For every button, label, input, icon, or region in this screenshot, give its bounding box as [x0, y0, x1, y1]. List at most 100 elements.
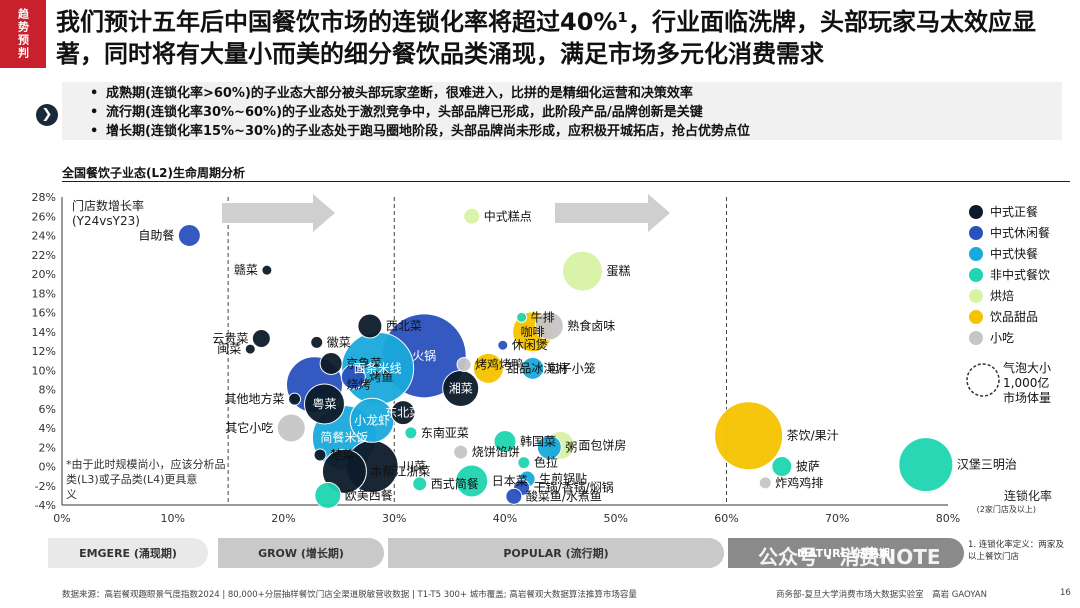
legend-swatch: [969, 247, 983, 261]
bubble-size-legend-label: 市场体量: [1003, 390, 1051, 405]
y-tick-label: 26%: [32, 210, 56, 223]
bubble-label: 京鲁菜: [346, 357, 382, 371]
bubble-label: 川菜: [402, 460, 426, 474]
bubble-label: 韩国菜: [520, 433, 556, 448]
bubble-label: 披萨: [796, 460, 820, 474]
legend-swatch: [969, 331, 983, 345]
stage-emerge: EMGERE (涌现期): [48, 538, 208, 568]
y-tick-label: 4%: [39, 422, 56, 435]
y-tick-label: 18%: [32, 287, 56, 300]
bubble: [314, 481, 342, 509]
legend-label: 中式快餐: [990, 246, 1038, 261]
bubble-label: 包子小笼: [548, 360, 596, 375]
page-number: 16: [1060, 588, 1071, 598]
bubble: [390, 400, 416, 426]
bubble: [536, 434, 562, 460]
section-tag: 趋势预判: [0, 0, 46, 68]
bubble: [310, 335, 324, 349]
bullet-grow: 增长期(连锁化率15%~30%)的子业态处于跑马圈地阶段，头部品牌尚未形成，应积…: [90, 122, 1062, 141]
x-tick-label: 30%: [382, 512, 406, 525]
bubble-label: 咖啡: [521, 324, 545, 339]
bubble: [340, 364, 366, 390]
bubble-label: 欧美西餐: [345, 487, 393, 502]
y-tick-label: 22%: [32, 249, 56, 262]
bubble: [517, 456, 531, 470]
x-tick-label: 80%: [936, 512, 960, 525]
x-tick-label: 0%: [53, 512, 70, 525]
scale-note: *由于此时规模尚小，应该分析品: [66, 457, 226, 471]
x-tick-label: 40%: [493, 512, 517, 525]
bubble-label: 面包饼房: [578, 437, 626, 452]
bubble-label: 日本菜: [492, 474, 528, 488]
bubble-label: 西北菜: [386, 319, 422, 333]
legend-swatch: [969, 205, 983, 219]
bubble-label: 粤菜: [312, 396, 336, 411]
bubble-label: 烤鱼: [369, 369, 393, 384]
title-divider: [62, 181, 1070, 182]
bubble: [404, 426, 418, 440]
bubble: [505, 487, 523, 505]
bubble-label: 汉堡三明治: [957, 457, 1017, 472]
bubble-label: 西式简餐: [431, 476, 479, 491]
y-tick-label: 6%: [39, 403, 56, 416]
bubble: [412, 476, 428, 492]
bubble: [463, 207, 481, 225]
chevron-right-icon: ❯: [36, 104, 58, 126]
y-tick-label: -4%: [35, 499, 56, 512]
bubble-label: 蛋糕: [607, 264, 631, 278]
y-tick-label: 20%: [32, 268, 56, 281]
bubble-label: 面条米线: [354, 361, 402, 375]
bubble-label: 小龙虾: [354, 413, 390, 427]
bubble: [357, 313, 383, 339]
bubble-label: 闽菜: [217, 342, 241, 356]
stage-mature: MATURE (成熟期): [728, 538, 964, 568]
y-tick-label: 12%: [32, 345, 56, 358]
bubble-label: 茶饮/果汁: [787, 428, 839, 443]
legend-swatch: [969, 226, 983, 240]
bubble-label: 云贵菜: [212, 331, 248, 345]
bubble-label: 湘菜: [449, 381, 473, 396]
bubble: [319, 352, 343, 376]
bubble-label: 甜品冰淇淋: [507, 361, 567, 375]
y-tick-label: 8%: [39, 384, 56, 397]
bubble: [276, 413, 306, 443]
y-tick-label: 10%: [32, 364, 56, 377]
x-tick-label: 50%: [604, 512, 628, 525]
legend-swatch: [969, 289, 983, 303]
stage-arrow-icon: [222, 194, 335, 232]
bubble: [562, 250, 604, 292]
bubble-label: 其它小吃: [225, 420, 273, 435]
bubble-size-legend-label: 1,000亿: [1003, 375, 1049, 390]
legend-swatch: [969, 268, 983, 282]
x-axis-note: (2家门店及以上): [977, 504, 1036, 514]
bubble: [472, 352, 504, 384]
bubble-label: 自助餐: [138, 228, 174, 243]
bubble: [288, 392, 302, 406]
bubble-label: 炸鸡鸡排: [775, 475, 823, 490]
scale-note: 类(L3)或子品类(L4)更具意: [66, 472, 197, 486]
footer-org: 商务部-复旦大学消费市场大数据实验室 高岩 GAOYAN: [776, 590, 987, 600]
scale-note: 义: [66, 488, 77, 501]
bubble-label: 徽菜: [327, 334, 351, 349]
y-tick-label: 14%: [32, 326, 56, 339]
legend-label: 非中式餐饮: [990, 267, 1050, 282]
bubble-label: 火锅: [412, 348, 436, 363]
bubble: [497, 339, 509, 351]
legend-label: 饮品甜品: [990, 310, 1038, 324]
bubble: [758, 476, 772, 490]
bubble-size-legend-icon: [966, 363, 1000, 397]
y-axis-label: (Y24vsY23): [72, 214, 140, 228]
bubble-label: 其他地方菜: [225, 391, 285, 406]
bubble-label: 熟食卤味: [567, 318, 615, 333]
legend-label: 小吃: [990, 331, 1014, 345]
x-tick-label: 20%: [271, 512, 295, 525]
bubble: [455, 464, 489, 498]
bubble: [313, 448, 327, 462]
bubble-label: 中式糕点: [484, 208, 532, 223]
stage-arrow-icon: [555, 194, 670, 232]
bubble: [714, 401, 784, 471]
legend-label: 中式正餐: [990, 204, 1038, 219]
bubble-label: 烤鸡烤鸭: [475, 356, 523, 371]
key-points-box: 成熟期(连锁化率>60%)的子业态大部分被头部玩家垄断，很难进入，比拼的是精细化…: [62, 82, 1062, 141]
